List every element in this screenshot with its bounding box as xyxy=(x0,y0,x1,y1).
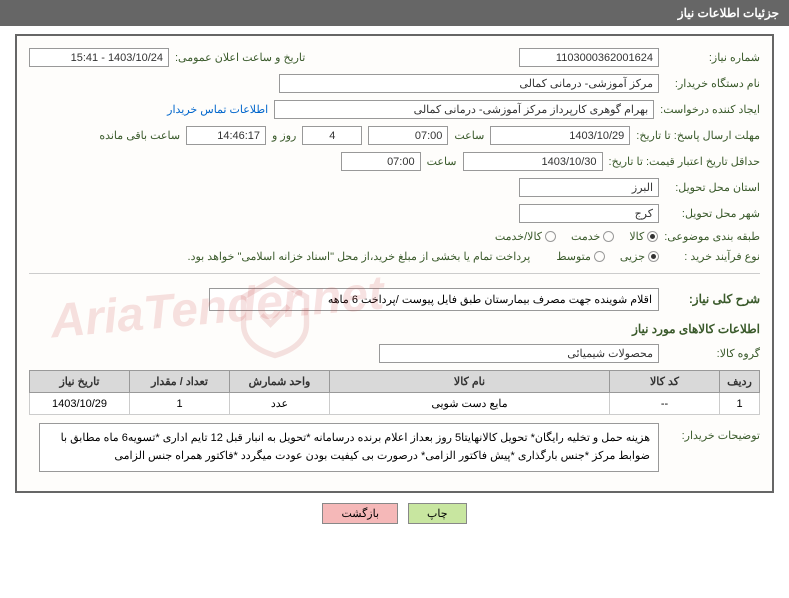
reply-date-field: 1403/10/29 xyxy=(490,126,630,145)
province-field: البرز xyxy=(519,178,659,197)
radio-goods-icon xyxy=(647,231,658,242)
radio-partial-label: جزیی xyxy=(620,250,645,263)
th-name: نام کالا xyxy=(330,371,610,393)
cell-code: -- xyxy=(610,393,720,415)
need-no-label: شماره نیاز: xyxy=(665,51,760,64)
goods-group-label: گروه کالا: xyxy=(665,347,760,360)
requester-field: بهرام گوهری کارپرداز مرکز آموزشی- درمانی… xyxy=(274,100,654,119)
panel-header: جزئیات اطلاعات نیاز xyxy=(0,0,789,26)
radio-goods-label: کالا xyxy=(629,230,644,243)
radio-both[interactable]: کالا/خدمت xyxy=(495,230,556,243)
items-section-title: اطلاعات کالاهای مورد نیاز xyxy=(29,322,760,336)
buyer-desc-box: هزینه حمل و تخلیه رایگان* تحویل کالانهای… xyxy=(39,423,659,472)
cell-unit: عدد xyxy=(230,393,330,415)
time-label-2: ساعت xyxy=(427,155,457,168)
radio-partial-icon xyxy=(648,251,659,262)
th-code: کد کالا xyxy=(610,371,720,393)
days-and-label: روز و xyxy=(272,129,296,142)
th-date: تاریخ نیاز xyxy=(30,371,130,393)
classify-radio-group: کالا خدمت کالا/خدمت xyxy=(495,230,658,243)
items-table: ردیف کد کالا نام کالا واحد شمارش تعداد /… xyxy=(29,370,760,415)
radio-service[interactable]: خدمت xyxy=(571,230,614,243)
radio-service-label: خدمت xyxy=(571,230,600,243)
th-row: ردیف xyxy=(720,371,760,393)
general-desc-field: اقلام شوینده جهت مصرف بیمارستان طبق فایل… xyxy=(209,288,659,311)
table-row: 1 -- مایع دست شویی عدد 1 1403/10/29 xyxy=(30,393,760,415)
time-label-1: ساعت xyxy=(454,129,484,142)
radio-medium-icon xyxy=(594,251,605,262)
back-button[interactable]: بازگشت xyxy=(322,503,398,524)
city-label: شهر محل تحویل: xyxy=(665,207,760,220)
button-row: چاپ بازگشت xyxy=(0,503,789,524)
buyer-org-label: نام دستگاه خریدار: xyxy=(665,77,760,90)
announce-label: تاریخ و ساعت اعلان عمومی: xyxy=(175,51,305,64)
classify-label: طبقه بندی موضوعی: xyxy=(664,230,760,243)
process-label: نوع فرآیند خرید : xyxy=(665,250,760,263)
countdown-field: 14:46:17 xyxy=(186,126,266,145)
th-unit: واحد شمارش xyxy=(230,371,330,393)
print-button[interactable]: چاپ xyxy=(408,503,467,524)
remaining-label: ساعت باقی مانده xyxy=(99,129,180,142)
main-panel: شماره نیاز: 1103000362001624 تاریخ و ساع… xyxy=(15,34,774,493)
city-field: کرج xyxy=(519,204,659,223)
announce-field: 1403/10/24 - 15:41 xyxy=(29,48,169,67)
validity-time-field: 07:00 xyxy=(341,152,421,171)
validity-label: حداقل تاریخ اعتبار قیمت: تا تاریخ: xyxy=(609,155,760,168)
radio-both-label: کالا/خدمت xyxy=(495,230,542,243)
province-label: استان محل تحویل: xyxy=(665,181,760,194)
contact-link[interactable]: اطلاعات تماس خریدار xyxy=(167,103,268,116)
divider-1 xyxy=(29,273,760,274)
days-field: 4 xyxy=(302,126,362,145)
radio-both-icon xyxy=(545,231,556,242)
cell-row: 1 xyxy=(720,393,760,415)
radio-medium[interactable]: متوسط xyxy=(556,250,605,263)
cell-date: 1403/10/29 xyxy=(30,393,130,415)
radio-partial[interactable]: جزیی xyxy=(620,250,659,263)
radio-service-icon xyxy=(603,231,614,242)
process-radio-group: جزیی متوسط xyxy=(556,250,659,263)
cell-qty: 1 xyxy=(130,393,230,415)
radio-goods[interactable]: کالا xyxy=(629,230,658,243)
buyer-desc-label: توضیحات خریدار: xyxy=(665,423,760,442)
th-qty: تعداد / مقدار xyxy=(130,371,230,393)
requester-label: ایجاد کننده درخواست: xyxy=(660,103,760,116)
reply-deadline-label: مهلت ارسال پاسخ: تا تاریخ: xyxy=(636,129,760,142)
goods-group-field: محصولات شیمیائی xyxy=(379,344,659,363)
table-header-row: ردیف کد کالا نام کالا واحد شمارش تعداد /… xyxy=(30,371,760,393)
general-desc-label: شرح کلی نیاز: xyxy=(665,292,760,306)
need-no-field: 1103000362001624 xyxy=(519,48,659,67)
buyer-org-field: مرکز آموزشی- درمانی کمالی xyxy=(279,74,659,93)
process-note: پرداخت تمام یا بخشی از مبلغ خرید،از محل … xyxy=(188,250,531,263)
panel-title: جزئیات اطلاعات نیاز xyxy=(678,6,779,20)
cell-name: مایع دست شویی xyxy=(330,393,610,415)
reply-time-field: 07:00 xyxy=(368,126,448,145)
validity-date-field: 1403/10/30 xyxy=(463,152,603,171)
radio-medium-label: متوسط xyxy=(556,250,591,263)
